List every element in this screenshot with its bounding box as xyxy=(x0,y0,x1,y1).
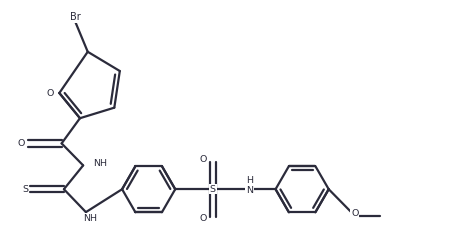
Text: O: O xyxy=(351,209,358,218)
Text: O: O xyxy=(17,139,25,148)
Text: O: O xyxy=(47,88,54,98)
Text: S: S xyxy=(210,185,216,194)
Text: Br: Br xyxy=(70,13,80,22)
Text: O: O xyxy=(199,155,207,164)
Text: O: O xyxy=(199,214,207,223)
Text: H: H xyxy=(246,175,253,185)
Text: NH: NH xyxy=(93,159,107,167)
Text: N: N xyxy=(246,186,253,195)
Text: NH: NH xyxy=(83,214,98,223)
Text: S: S xyxy=(22,185,28,194)
